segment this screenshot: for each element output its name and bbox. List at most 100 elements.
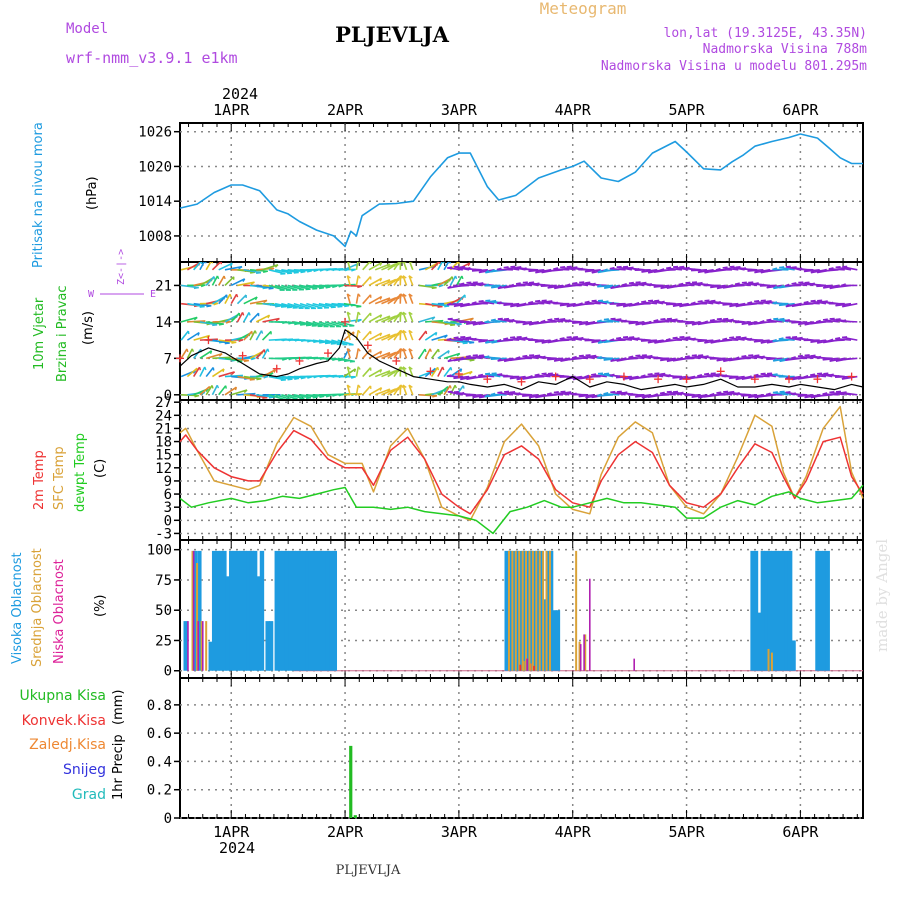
wind-arrowhead (678, 376, 684, 380)
wind-arrowhead (616, 358, 621, 362)
wind-arrowhead (835, 337, 841, 340)
wind-arrow (306, 284, 324, 289)
wind-arrow (237, 392, 256, 396)
wind-arrowhead (528, 375, 533, 378)
wind-arrow (466, 281, 482, 287)
wind-arrowhead (778, 337, 784, 340)
wind-arrowhead (634, 301, 640, 305)
wind-arrow (691, 354, 708, 360)
cloud-mid-bar (545, 550, 548, 671)
wind-arrowhead (778, 374, 784, 378)
wind-arrow (430, 348, 440, 359)
wind-arrowhead (690, 337, 696, 341)
wind-arrowhead (318, 287, 324, 290)
wind-arrowhead (584, 338, 590, 342)
wind-arrowhead (841, 376, 846, 380)
wind-arrow (496, 302, 513, 305)
wind-arrowhead (358, 262, 361, 264)
wind-arrowhead (585, 321, 590, 326)
wind-arrowhead (402, 329, 407, 334)
wind-arrow (741, 355, 758, 360)
wind-arrow (490, 357, 507, 361)
wind-arrow (402, 366, 408, 377)
wind-arrow (249, 299, 268, 305)
wind-arrowhead (250, 357, 256, 361)
wind-arrow (565, 320, 582, 323)
wind-arrowhead (408, 329, 413, 334)
wind-arrowhead (490, 284, 496, 289)
wind-arrow (478, 374, 495, 378)
wind-arrowhead (616, 303, 621, 307)
y-tick-label: 12 (155, 461, 172, 477)
wind-arrow (704, 373, 720, 378)
wind-arrow (466, 321, 482, 325)
wind-arrowhead (597, 340, 602, 344)
cloud-high-bar (504, 550, 509, 671)
wind-arrowhead (690, 301, 696, 305)
wind-arrowhead (728, 375, 734, 380)
wind-arrow (268, 284, 285, 291)
wind-arrow (287, 302, 304, 309)
wind-arrow (408, 293, 414, 304)
cloud-high-bar (784, 550, 789, 671)
wind-arrow (402, 262, 408, 271)
wind-arrow (418, 348, 426, 359)
wind-arrowhead (453, 318, 459, 321)
wind-arrow (255, 314, 270, 323)
pressure-panel: 1008 1014 1020 1026 (138, 122, 864, 263)
wind-arrowhead (472, 394, 477, 399)
wind-arrowhead (560, 318, 566, 321)
wind-arrowhead (772, 391, 778, 394)
wind-arrow (318, 321, 335, 328)
wind-arrowhead (484, 269, 490, 274)
cloud-high-bar (552, 610, 557, 671)
wind-arrow (678, 357, 695, 360)
wind-arrow (205, 352, 223, 360)
cloud-high-bar (215, 550, 220, 671)
wind-arrow (362, 385, 372, 396)
wind-arrowhead (578, 321, 583, 326)
top-date-label: 1APR (213, 101, 250, 119)
wind-arrowhead (522, 376, 527, 380)
wind-arrowhead (553, 358, 558, 362)
wind-arrowhead (453, 336, 459, 339)
wind-arrow (471, 269, 488, 272)
wind-arrowhead (609, 338, 615, 342)
wind-arrowhead (510, 336, 516, 339)
wind-arrowhead (709, 318, 715, 322)
wind-arrowhead (465, 302, 471, 307)
wind-arrowhead (402, 293, 407, 297)
wind-arrowhead (209, 350, 213, 354)
wind-arrowhead (834, 374, 840, 378)
wind-arrowhead (673, 390, 679, 393)
wind-arrow (841, 391, 858, 396)
y-tick-label: 50 (155, 603, 172, 619)
y-tick-label: 7 (164, 351, 172, 367)
wind-arrowhead (211, 385, 214, 389)
wind-arrowhead (741, 336, 747, 339)
wind-arrow (716, 302, 733, 305)
wind-arrow (243, 312, 250, 323)
wind-arrow (779, 266, 795, 271)
wind-arrow (408, 262, 414, 271)
wind-arrow (446, 302, 463, 306)
wind-arrow (716, 318, 733, 323)
wind-arrowhead (459, 320, 464, 323)
wind-arrow (691, 394, 708, 399)
cloud-high-bar (288, 550, 293, 671)
wind-arrow (199, 350, 213, 360)
wind-arrowhead (235, 293, 239, 298)
wind-arrow (559, 302, 576, 307)
wind-arrowhead (478, 282, 484, 285)
wind-arrow (402, 275, 408, 286)
wind-arrow (659, 269, 676, 272)
wind-arrowhead (566, 303, 571, 308)
wind-unit: (m/s) (81, 311, 96, 345)
wind-arrowhead (666, 266, 672, 269)
wind-arrowhead (634, 267, 640, 271)
wind-arrow (778, 302, 795, 307)
wind-arrow (741, 281, 758, 287)
sfc-temp-line (179, 405, 864, 522)
wind-arrow (249, 330, 256, 341)
wind-arrowhead (615, 375, 621, 379)
